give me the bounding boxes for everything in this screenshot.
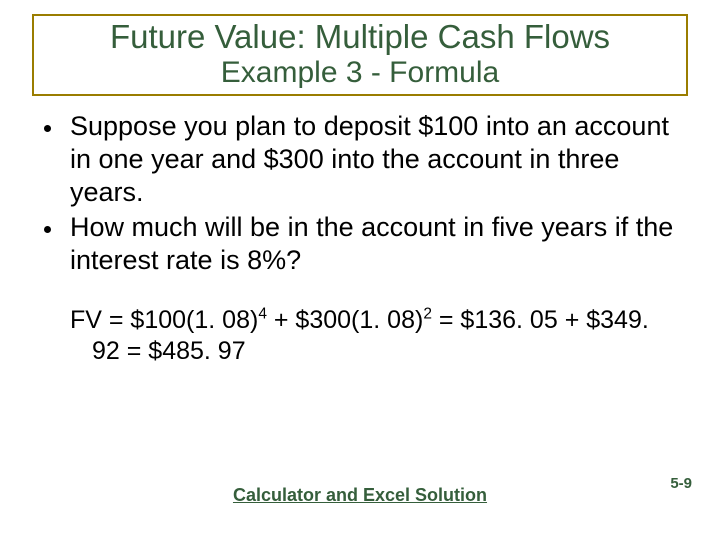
formula-exponent: 4 [258, 306, 267, 323]
slide: Future Value: Multiple Cash Flows Exampl… [0, 0, 720, 540]
bullet-list: Suppose you plan to deposit $100 into an… [28, 110, 692, 277]
title-box: Future Value: Multiple Cash Flows Exampl… [32, 14, 688, 96]
formula-text: FV = $100(1. 08) [70, 306, 258, 334]
page-number: 5-9 [670, 475, 692, 492]
formula: FV = $100(1. 08)4 + $300(1. 08)2 = $136.… [70, 305, 678, 368]
formula-exponent: 2 [423, 306, 432, 323]
formula-text: + $300(1. 08) [267, 306, 423, 334]
footer-link[interactable]: Calculator and Excel Solution [0, 485, 720, 506]
slide-subtitle: Example 3 - Formula [42, 56, 678, 91]
slide-title: Future Value: Multiple Cash Flows [42, 18, 678, 56]
bullet-item: How much will be in the account in five … [64, 211, 692, 277]
bullet-item: Suppose you plan to deposit $100 into an… [64, 110, 692, 209]
